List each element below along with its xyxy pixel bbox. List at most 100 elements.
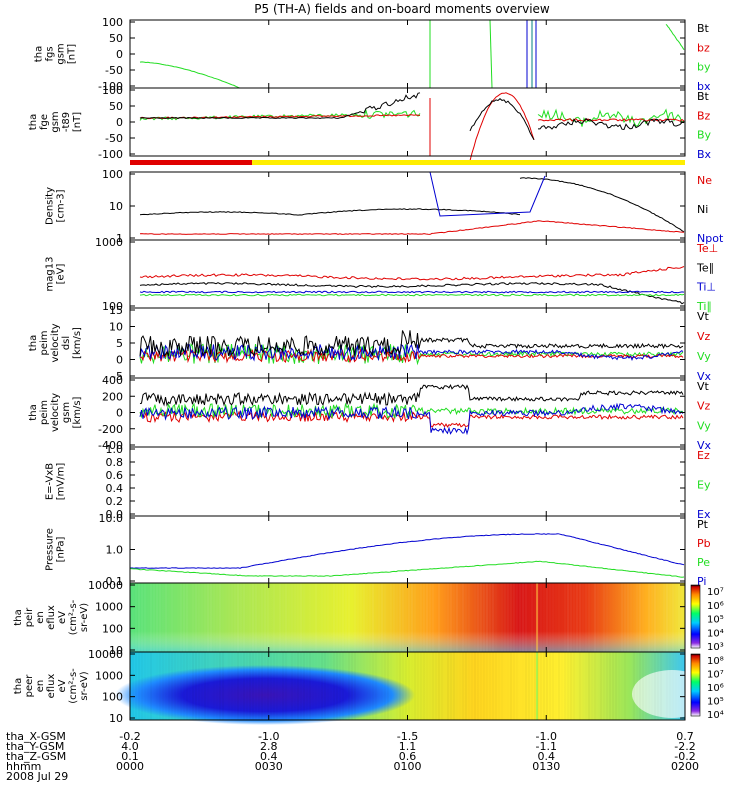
y-tick-label: 100 [102, 16, 123, 29]
panel-ylabel-line: tha [28, 335, 39, 351]
panel-pressure: Pressure [nPa] 10.0 1.0 0.1 Pt Pb Pe Pi [45, 512, 711, 588]
y-tick-label: 0.1 [106, 575, 124, 588]
panel-ylabel-line: tha [13, 609, 24, 625]
legend-bt: Bt [697, 22, 710, 35]
y-tick-label: -400 [98, 439, 123, 452]
fge-traces [139, 92, 685, 161]
vel-dsl-vx-trace [139, 342, 684, 362]
fgs-by-jump [489, 19, 493, 89]
footer-row: tha_Z-GSM 0.1 0.4 0.6 0.4 -0.2 [6, 750, 696, 763]
legend-by: by [697, 61, 711, 74]
y-tick-label: 0 [116, 407, 123, 420]
footer-value: -1.5 [397, 730, 418, 743]
mode-bar [130, 160, 685, 165]
y-tick-label: 0.2 [106, 495, 124, 508]
panel-ylabel-line: [nPa] [56, 536, 67, 562]
y-tick-label: 1 [116, 232, 123, 245]
pressure-pi-trace [129, 533, 685, 569]
temp-tiperp-trace [139, 290, 685, 294]
y-tick-label: 100 [102, 84, 123, 97]
legend-vx: Vx [697, 439, 712, 452]
ion-spectrogram-shade [130, 583, 685, 652]
footer-value: 1.1 [399, 740, 417, 753]
vel-gsm-vx-trace [139, 402, 684, 436]
panel-ylabel-line: tha [28, 404, 39, 420]
colorbar-label: 10⁸ [707, 656, 724, 667]
time-tick-label: 0030 [255, 760, 283, 773]
panel-ylabel-line: Density [45, 187, 56, 225]
legend-bx: Bx [697, 148, 712, 161]
y-tick-label: 10 [109, 712, 123, 725]
footer: tha_X-GSM -0.2 -1.0 -1.5 -1.0 0.7 tha_Y-GSM 4.0… [6, 730, 699, 783]
footer-value: 0.4 [260, 750, 278, 763]
density-ni-trace-2 [519, 177, 685, 233]
panel-ylabel-line: en [35, 611, 46, 624]
time-tick-label: 0000 [116, 760, 144, 773]
legend-bx: bx [697, 80, 711, 93]
time-tick-label: 0100 [394, 760, 422, 773]
colorbar-label: 10³ [707, 642, 724, 653]
temp-tepar-trace [139, 282, 685, 305]
footer-row-label: tha_X-GSM [6, 730, 66, 743]
pressure-pe-trace [129, 560, 685, 578]
fge-bz-trace-2 [537, 118, 685, 122]
fge-bz-arc [469, 92, 535, 161]
y-tick-label: 100 [102, 622, 123, 635]
y-tick-label: 10.0 [99, 512, 124, 525]
panel-frame [129, 171, 686, 241]
panel-ylabel-line: [eV] [56, 264, 67, 285]
panel-ylabel-line: [km/s] [72, 327, 83, 359]
panel-ylabel-line: [nT] [67, 44, 78, 64]
colorbar-label: 10⁴ [707, 628, 724, 639]
legend-pt: Pt [697, 518, 709, 531]
figure-title: P5 (TH-A) fields and on-board moments ov… [254, 2, 550, 16]
panel-vel_gsm: tha peim velocity gsm [km/s] 400 200 0 -200 -400 V… [28, 374, 712, 452]
fge-by-trace [139, 108, 421, 121]
y-tick-label: 10 [109, 200, 123, 213]
legend-bt: Bt [697, 90, 710, 103]
time-tick-label: 0200 [671, 760, 699, 773]
footer-value: -0.2 [119, 730, 140, 743]
y-tick-label: 1000 [95, 236, 123, 249]
fge-bt-arc [469, 98, 535, 140]
legend-ex: Ex [697, 508, 711, 521]
fgs-traces [139, 19, 685, 89]
legend-te∥: Te∥ [696, 261, 714, 274]
fge-bt-trace [139, 92, 421, 120]
panel-border [129, 446, 686, 517]
legend-bz: bz [697, 41, 710, 54]
legend-ez: Ez [697, 449, 710, 462]
y-tick-label: 50 [109, 32, 123, 45]
time-tick-label: 0130 [532, 760, 560, 773]
panel-ylabel-line: Pressure [45, 528, 56, 571]
y-tick-label: 1000 [95, 669, 123, 682]
density-traces [139, 171, 685, 235]
time-axis-label: hhmm [6, 760, 41, 773]
panel-ylabel-line: [cm-3] [56, 189, 67, 222]
temp-teperp-trace [139, 266, 685, 281]
y-tick-label: 1.0 [106, 443, 124, 456]
panel-density: Density [cm-3] 100 10 1 Ne Ni Npot [45, 168, 724, 245]
footer-row: tha_X-GSM -0.2 -1.0 -1.5 -1.0 0.7 [6, 730, 694, 743]
y-tick-label: -5 [112, 370, 123, 383]
panel-ylabel-line: en [35, 680, 46, 693]
panel-ylabel-line: eV [57, 611, 68, 624]
legend-vx: Vx [697, 370, 712, 383]
vel-gsm-traces [139, 383, 684, 436]
time-axis: hhmm 0000 0030 0100 0130 0200 2008 Jul 29 [6, 760, 699, 783]
panel-ylabel-line: eV [57, 679, 68, 692]
y-tick-label: 5 [116, 337, 123, 350]
traces [115, 19, 712, 725]
legend-npot: Npot [697, 232, 724, 245]
legend-vy: Vy [697, 350, 711, 363]
panel-ylabel-line: gsm [61, 402, 72, 423]
temperature-traces [139, 266, 685, 305]
footer-value: 0.6 [399, 750, 417, 763]
panel-temp: mag13 [eV] 1000 100 Te⊥ Te∥ Ti⊥ Ti∥ [45, 236, 719, 313]
panel-ylabel-line: dsl [61, 336, 72, 350]
y-tick-label: 50 [109, 100, 123, 113]
panel-ylabel-line: (cm²-s- [68, 599, 79, 635]
y-tick-label: 10 [109, 644, 123, 657]
